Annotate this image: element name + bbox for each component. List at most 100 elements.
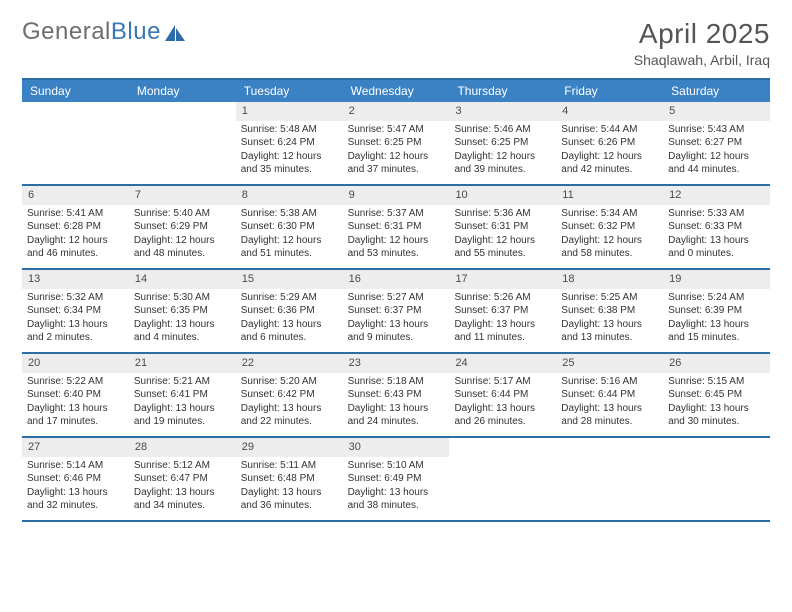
- day-number: 15: [236, 270, 343, 289]
- day-cell: 23Sunrise: 5:18 AMSunset: 6:43 PMDayligh…: [343, 354, 450, 436]
- day-body: Sunrise: 5:40 AMSunset: 6:29 PMDaylight:…: [129, 205, 236, 265]
- day-cell: 8Sunrise: 5:38 AMSunset: 6:30 PMDaylight…: [236, 186, 343, 268]
- day-cell: 16Sunrise: 5:27 AMSunset: 6:37 PMDayligh…: [343, 270, 450, 352]
- weeks-container: 1Sunrise: 5:48 AMSunset: 6:24 PMDaylight…: [22, 102, 770, 522]
- day-cell: [129, 102, 236, 184]
- sunrise-text: Sunrise: 5:12 AM: [134, 459, 231, 473]
- day-body: [22, 121, 129, 127]
- day-number: 11: [556, 186, 663, 205]
- day-body: Sunrise: 5:30 AMSunset: 6:35 PMDaylight:…: [129, 289, 236, 349]
- brand-logo: GeneralBlue: [22, 18, 186, 46]
- daylight-text: Daylight: 12 hours and 53 minutes.: [348, 234, 445, 261]
- sunset-text: Sunset: 6:37 PM: [348, 304, 445, 318]
- sunset-text: Sunset: 6:46 PM: [27, 472, 124, 486]
- day-cell: [556, 438, 663, 520]
- day-cell: 1Sunrise: 5:48 AMSunset: 6:24 PMDaylight…: [236, 102, 343, 184]
- day-number: 23: [343, 354, 450, 373]
- day-cell: [663, 438, 770, 520]
- day-body: [663, 457, 770, 463]
- sunset-text: Sunset: 6:40 PM: [27, 388, 124, 402]
- day-body: [449, 457, 556, 463]
- day-cell: 7Sunrise: 5:40 AMSunset: 6:29 PMDaylight…: [129, 186, 236, 268]
- daylight-text: Daylight: 13 hours and 28 minutes.: [561, 402, 658, 429]
- daylight-text: Daylight: 13 hours and 4 minutes.: [134, 318, 231, 345]
- sunset-text: Sunset: 6:30 PM: [241, 220, 338, 234]
- sail-icon: [164, 24, 186, 42]
- daylight-text: Daylight: 13 hours and 36 minutes.: [241, 486, 338, 513]
- day-number: 18: [556, 270, 663, 289]
- sunrise-text: Sunrise: 5:47 AM: [348, 123, 445, 137]
- calendar-page: GeneralBlue April 2025 Shaqlawah, Arbil,…: [0, 0, 792, 532]
- sunset-text: Sunset: 6:44 PM: [454, 388, 551, 402]
- daylight-text: Daylight: 12 hours and 35 minutes.: [241, 150, 338, 177]
- sunrise-text: Sunrise: 5:37 AM: [348, 207, 445, 221]
- day-body: Sunrise: 5:26 AMSunset: 6:37 PMDaylight:…: [449, 289, 556, 349]
- week-row: 1Sunrise: 5:48 AMSunset: 6:24 PMDaylight…: [22, 102, 770, 186]
- sunrise-text: Sunrise: 5:18 AM: [348, 375, 445, 389]
- daylight-text: Daylight: 13 hours and 0 minutes.: [668, 234, 765, 261]
- day-number: 6: [22, 186, 129, 205]
- day-number: 13: [22, 270, 129, 289]
- day-cell: 11Sunrise: 5:34 AMSunset: 6:32 PMDayligh…: [556, 186, 663, 268]
- day-cell: 25Sunrise: 5:16 AMSunset: 6:44 PMDayligh…: [556, 354, 663, 436]
- daylight-text: Daylight: 13 hours and 19 minutes.: [134, 402, 231, 429]
- day-body: Sunrise: 5:33 AMSunset: 6:33 PMDaylight:…: [663, 205, 770, 265]
- sunrise-text: Sunrise: 5:14 AM: [27, 459, 124, 473]
- dow-cell: Wednesday: [343, 80, 450, 102]
- week-row: 20Sunrise: 5:22 AMSunset: 6:40 PMDayligh…: [22, 354, 770, 438]
- sunset-text: Sunset: 6:37 PM: [454, 304, 551, 318]
- day-cell: 27Sunrise: 5:14 AMSunset: 6:46 PMDayligh…: [22, 438, 129, 520]
- day-cell: [449, 438, 556, 520]
- sunset-text: Sunset: 6:24 PM: [241, 136, 338, 150]
- header: GeneralBlue April 2025 Shaqlawah, Arbil,…: [22, 18, 770, 68]
- daylight-text: Daylight: 12 hours and 39 minutes.: [454, 150, 551, 177]
- day-body: [556, 457, 663, 463]
- day-cell: 10Sunrise: 5:36 AMSunset: 6:31 PMDayligh…: [449, 186, 556, 268]
- dow-cell: Friday: [556, 80, 663, 102]
- day-number: 26: [663, 354, 770, 373]
- week-row: 27Sunrise: 5:14 AMSunset: 6:46 PMDayligh…: [22, 438, 770, 522]
- sunset-text: Sunset: 6:25 PM: [348, 136, 445, 150]
- day-cell: 5Sunrise: 5:43 AMSunset: 6:27 PMDaylight…: [663, 102, 770, 184]
- week-row: 6Sunrise: 5:41 AMSunset: 6:28 PMDaylight…: [22, 186, 770, 270]
- day-body: Sunrise: 5:16 AMSunset: 6:44 PMDaylight:…: [556, 373, 663, 433]
- day-body: Sunrise: 5:11 AMSunset: 6:48 PMDaylight:…: [236, 457, 343, 517]
- sunrise-text: Sunrise: 5:20 AM: [241, 375, 338, 389]
- day-body: Sunrise: 5:29 AMSunset: 6:36 PMDaylight:…: [236, 289, 343, 349]
- day-number: 24: [449, 354, 556, 373]
- daylight-text: Daylight: 13 hours and 26 minutes.: [454, 402, 551, 429]
- day-cell: 17Sunrise: 5:26 AMSunset: 6:37 PMDayligh…: [449, 270, 556, 352]
- daylight-text: Daylight: 13 hours and 6 minutes.: [241, 318, 338, 345]
- sunset-text: Sunset: 6:31 PM: [454, 220, 551, 234]
- sunrise-text: Sunrise: 5:43 AM: [668, 123, 765, 137]
- sunrise-text: Sunrise: 5:27 AM: [348, 291, 445, 305]
- day-body: Sunrise: 5:12 AMSunset: 6:47 PMDaylight:…: [129, 457, 236, 517]
- sunrise-text: Sunrise: 5:10 AM: [348, 459, 445, 473]
- sunset-text: Sunset: 6:35 PM: [134, 304, 231, 318]
- day-body: Sunrise: 5:36 AMSunset: 6:31 PMDaylight:…: [449, 205, 556, 265]
- sunrise-text: Sunrise: 5:29 AM: [241, 291, 338, 305]
- daylight-text: Daylight: 12 hours and 48 minutes.: [134, 234, 231, 261]
- day-number: 22: [236, 354, 343, 373]
- sunrise-text: Sunrise: 5:36 AM: [454, 207, 551, 221]
- day-number: 8: [236, 186, 343, 205]
- day-body: Sunrise: 5:44 AMSunset: 6:26 PMDaylight:…: [556, 121, 663, 181]
- sunset-text: Sunset: 6:31 PM: [348, 220, 445, 234]
- day-cell: 9Sunrise: 5:37 AMSunset: 6:31 PMDaylight…: [343, 186, 450, 268]
- brand-part1: General: [22, 18, 111, 46]
- daylight-text: Daylight: 12 hours and 44 minutes.: [668, 150, 765, 177]
- day-number: 2: [343, 102, 450, 121]
- daylight-text: Daylight: 13 hours and 2 minutes.: [27, 318, 124, 345]
- day-body: Sunrise: 5:22 AMSunset: 6:40 PMDaylight:…: [22, 373, 129, 433]
- location-label: Shaqlawah, Arbil, Iraq: [634, 52, 770, 68]
- daylight-text: Daylight: 12 hours and 58 minutes.: [561, 234, 658, 261]
- sunset-text: Sunset: 6:33 PM: [668, 220, 765, 234]
- sunset-text: Sunset: 6:28 PM: [27, 220, 124, 234]
- daylight-text: Daylight: 13 hours and 32 minutes.: [27, 486, 124, 513]
- sunset-text: Sunset: 6:27 PM: [668, 136, 765, 150]
- day-number: 7: [129, 186, 236, 205]
- day-body: Sunrise: 5:34 AMSunset: 6:32 PMDaylight:…: [556, 205, 663, 265]
- daylight-text: Daylight: 13 hours and 38 minutes.: [348, 486, 445, 513]
- sunrise-text: Sunrise: 5:25 AM: [561, 291, 658, 305]
- sunset-text: Sunset: 6:49 PM: [348, 472, 445, 486]
